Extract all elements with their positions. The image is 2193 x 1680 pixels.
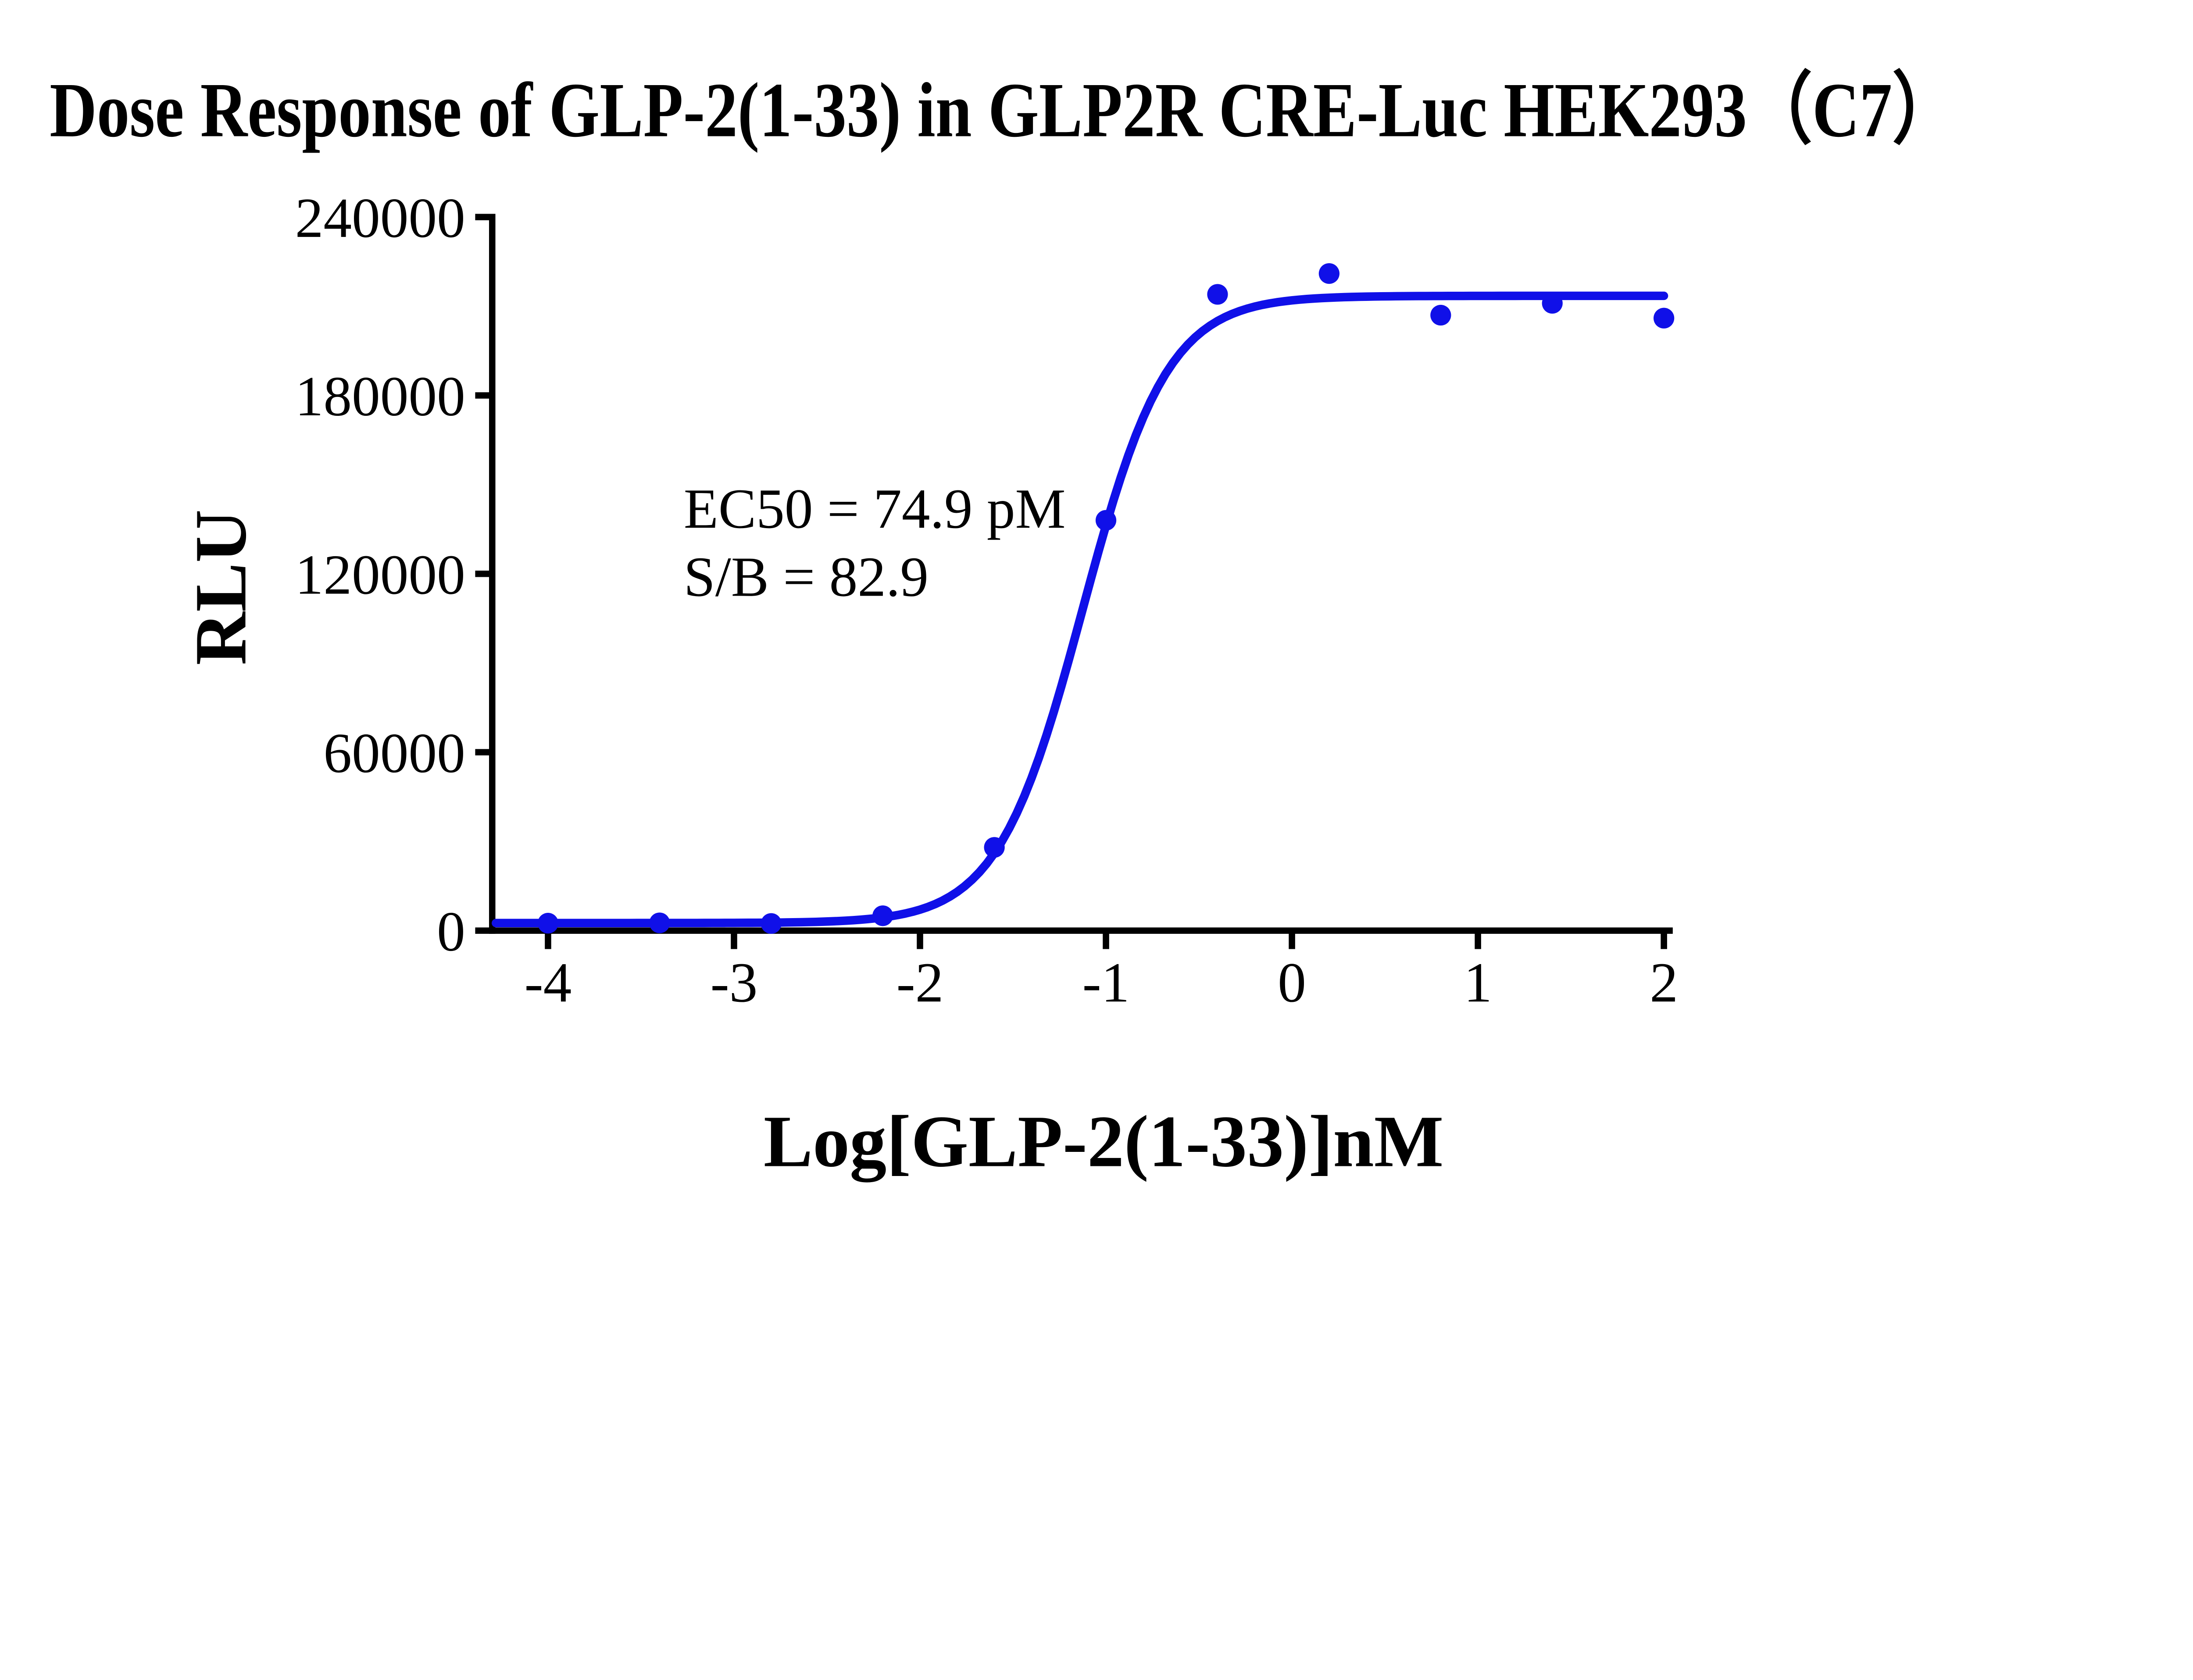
data-point xyxy=(1207,284,1228,305)
y-tick-labels: 0 60000 120000 180000 240000 xyxy=(295,186,465,963)
x-tick-label: -2 xyxy=(896,951,944,1014)
x-tick-labels: -4 -3 -2 -1 0 1 2 xyxy=(525,951,1678,1014)
annotation-ec50: EC50 = 74.9 pM xyxy=(684,477,1066,540)
x-tick-label: -1 xyxy=(1082,951,1130,1014)
dose-response-chart: Dose Response of GLP-2(1-33) in GLP2R CR… xyxy=(50,67,1957,1182)
chart-figure: Dose Response of GLP-2(1-33) in GLP2R CR… xyxy=(50,67,1958,1183)
x-tick-label: 2 xyxy=(1650,951,1678,1014)
y-tick-label: 120000 xyxy=(295,543,465,606)
y-tick-label: 60000 xyxy=(323,722,465,784)
data-point xyxy=(872,905,893,926)
data-point xyxy=(1542,293,1563,314)
x-axis-ticks xyxy=(545,930,1667,949)
data-point xyxy=(1318,263,1340,284)
data-point xyxy=(761,913,782,934)
data-point xyxy=(1430,304,1451,326)
y-axis-title: RLU xyxy=(180,509,262,665)
x-tick-label: 1 xyxy=(1464,951,1492,1014)
fit-curve xyxy=(492,291,1668,928)
plot-area: -4 -3 -2 -1 0 1 2 0 60000 120000 180000 240000 xyxy=(295,186,1678,1014)
data-point xyxy=(649,912,670,933)
chart-title: Dose Response of GLP-2(1-33) in GLP2R CR… xyxy=(50,67,1957,153)
x-tick-label: -4 xyxy=(525,951,572,1014)
y-tick-label: 180000 xyxy=(295,365,465,428)
data-point xyxy=(984,837,1005,858)
x-tick-label: -3 xyxy=(711,951,758,1014)
data-point xyxy=(1095,510,1117,531)
y-tick-label: 240000 xyxy=(295,186,465,249)
y-tick-label: 0 xyxy=(437,900,465,963)
data-points xyxy=(537,263,1675,934)
y-axis-ticks xyxy=(475,214,493,934)
data-point xyxy=(1654,307,1675,329)
annotation-sb: S/B = 82.9 xyxy=(684,545,929,608)
x-tick-label: 0 xyxy=(1278,951,1306,1014)
data-point xyxy=(537,913,559,934)
x-axis-title: Log[GLP-2(1-33)]nM xyxy=(764,1101,1444,1182)
